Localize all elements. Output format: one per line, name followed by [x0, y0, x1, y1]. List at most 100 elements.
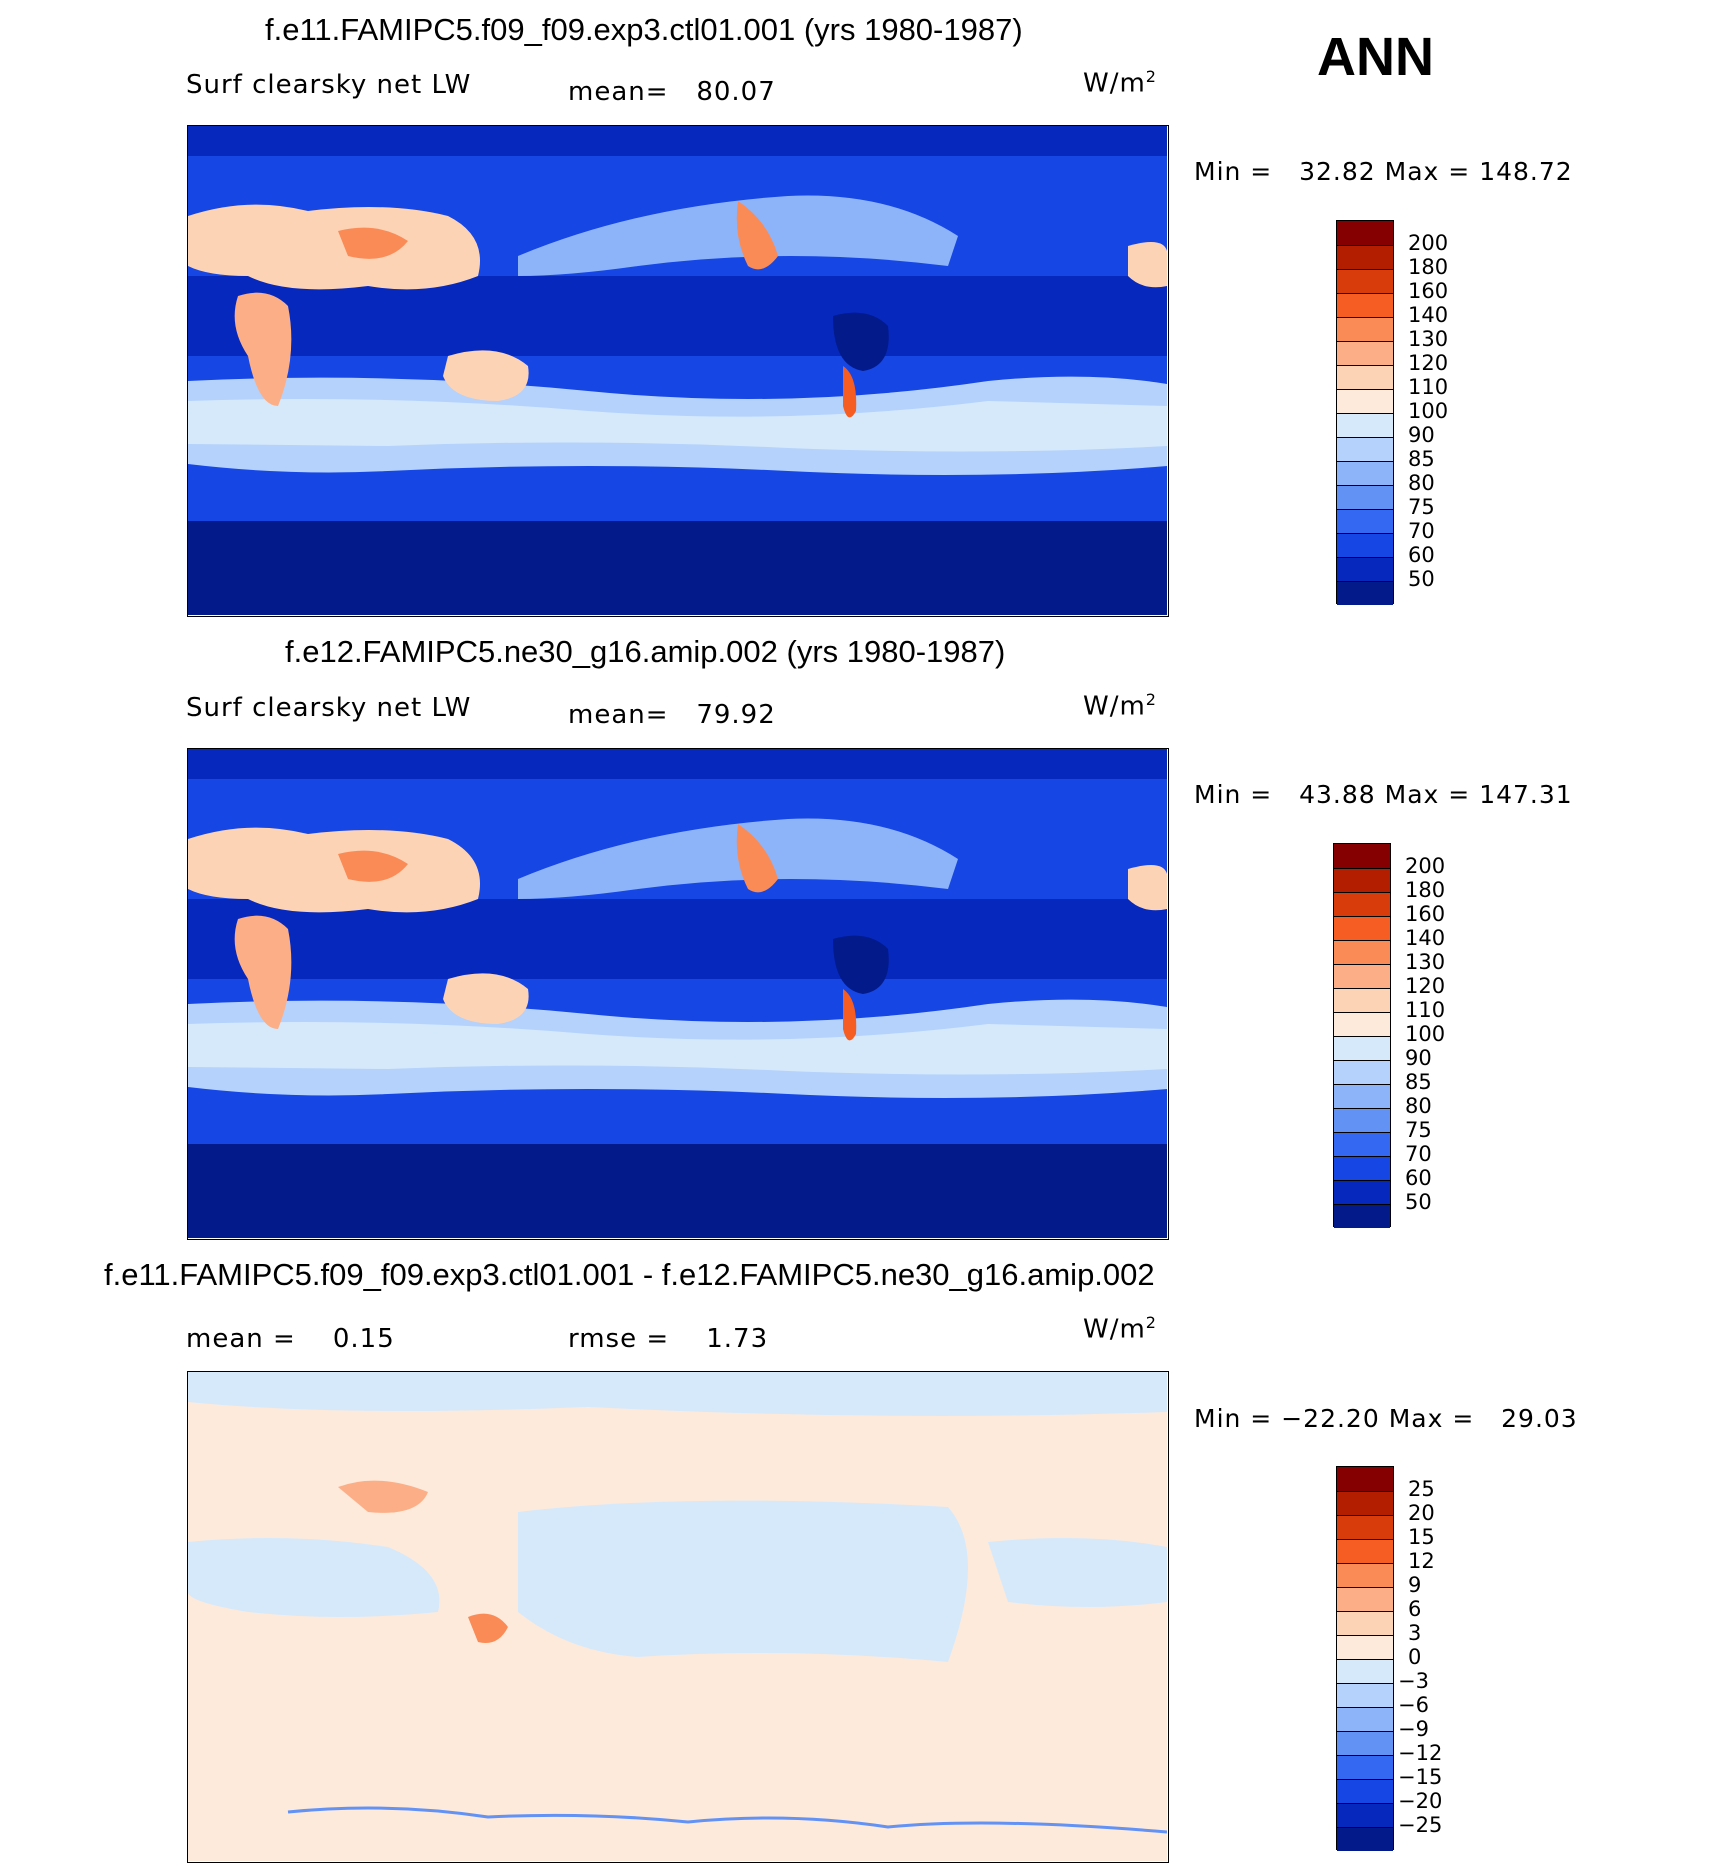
panel1-eurasia-warm: [188, 204, 480, 290]
colorbar-swatch: [1337, 509, 1393, 533]
colorbar-tick-label: 6: [1408, 1597, 1422, 1621]
colorbar-swatch: [1337, 1539, 1393, 1563]
panel3-antarctica: [188, 1772, 1167, 1861]
panel2-southern-ocean-inner: [188, 1021, 1167, 1075]
colorbar-tick-label: 85: [1408, 447, 1435, 471]
colorbar-swatch: [1334, 1012, 1390, 1036]
colorbar-tick-label: 200: [1405, 854, 1446, 878]
colorbar-swatch: [1337, 1635, 1393, 1659]
panel1-amazon-cold: [833, 312, 889, 371]
colorbar-swatch: [1337, 1491, 1393, 1515]
colorbar-tick-label: 90: [1408, 423, 1435, 447]
colorbar-swatch: [1337, 1755, 1393, 1779]
colorbar-tick-label: 160: [1408, 279, 1449, 303]
colorbar-swatch: [1334, 868, 1390, 892]
panel3-minmax: Min = −22.20 Max = 29.03: [1194, 1404, 1578, 1433]
panel3-indian-negative: [188, 1538, 440, 1617]
panel2-antarctica: [188, 1144, 1167, 1238]
panel3-antarctic-streaks: [287, 1806, 1167, 1834]
colorbar-tick-label: 12: [1408, 1549, 1435, 1573]
panel2-mean-value: 79.92: [696, 700, 776, 730]
panel2-north-pacific-band: [518, 818, 958, 899]
colorbar-tick-label: 70: [1408, 519, 1435, 543]
panel1-title: f.e11.FAMIPC5.f09_f09.exp3.ctl01.001 (yr…: [265, 12, 1023, 47]
panel2-max-label: Max =: [1384, 780, 1471, 809]
panel2-map: [187, 748, 1169, 1240]
colorbar-swatch: [1337, 1467, 1393, 1491]
panel2-na-west-hot: [736, 824, 778, 893]
panel1-africa-warm: [234, 292, 292, 406]
colorbar-tick-label: 130: [1405, 950, 1446, 974]
panel2-mean: mean= 79.92: [568, 700, 776, 730]
colorbar-swatch: [1337, 1707, 1393, 1731]
panel1-units-sup: 2: [1145, 67, 1157, 86]
colorbar-tick-label: 60: [1408, 543, 1435, 567]
panel1-australia-warm: [443, 350, 529, 401]
colorbar-tick-label: 85: [1405, 1070, 1432, 1094]
panel2-eurasia-warm: [188, 827, 480, 913]
colorbar-swatch: [1337, 1659, 1393, 1683]
colorbar-swatch: [1337, 341, 1393, 365]
colorbar-swatch: [1337, 1587, 1393, 1611]
colorbar-tick-label: 50: [1408, 567, 1435, 591]
panel3-min-value: −22.20: [1281, 1404, 1380, 1433]
panel1-tibet-hot: [338, 227, 408, 259]
panel1-tropical-band: [188, 276, 1167, 356]
panel2-max-value: 147.31: [1479, 780, 1573, 809]
panel2-andes-hot: [843, 989, 857, 1041]
panel1-units: W/m2: [1083, 67, 1157, 99]
panel3-mean-value: 0.15: [332, 1324, 395, 1354]
panel1-north-pacific-band: [518, 195, 958, 276]
panel3-rmse-value: 1.73: [706, 1324, 769, 1354]
panel3-title: f.e11.FAMIPC5.f09_f09.exp3.ctl01.001 - f…: [104, 1257, 1155, 1292]
colorbar-tick-label: 9: [1408, 1573, 1422, 1597]
panel2-arctic-band: [188, 749, 1167, 779]
colorbar-tick-label: 60: [1405, 1166, 1432, 1190]
panel1-min-value: 32.82: [1299, 157, 1376, 186]
season-label: ANN: [1317, 27, 1434, 87]
colorbar-tick-label: 100: [1405, 1022, 1446, 1046]
colorbar-swatch: [1334, 892, 1390, 916]
panel2-amazon-cold: [833, 935, 889, 994]
colorbar-tick-label: 75: [1408, 495, 1435, 519]
colorbar-tick-label: −25: [1398, 1813, 1443, 1837]
panel2-units-sup: 2: [1145, 690, 1157, 709]
colorbar-swatch: [1334, 964, 1390, 988]
panel1-southern-ocean-inner: [188, 398, 1167, 452]
colorbar-tick-label: 20: [1408, 1501, 1435, 1525]
colorbar-swatch: [1334, 1108, 1390, 1132]
colorbar-tick-label: −15: [1398, 1765, 1443, 1789]
colorbar-tick-label: 140: [1405, 926, 1446, 950]
colorbar-tick-label: 75: [1405, 1118, 1432, 1142]
colorbar-tick-label: 160: [1405, 902, 1446, 926]
panel2-tibet-hot: [338, 850, 408, 882]
panel3-rmse-label: rmse =: [568, 1324, 670, 1354]
panel1-max-value: 148.72: [1479, 157, 1573, 186]
colorbar-swatch: [1334, 1204, 1390, 1228]
colorbar-tick-label: 110: [1408, 375, 1449, 399]
colorbar-tick-label: 80: [1408, 471, 1435, 495]
panel3-max-label: Max =: [1388, 1404, 1475, 1433]
panel3-pacific-negative: [518, 1500, 968, 1662]
panel1-mean-label: mean=: [568, 77, 669, 107]
panel1-map-svg: [188, 126, 1167, 615]
colorbar-swatch: [1337, 1611, 1393, 1635]
colorbar-tick-label: 110: [1405, 998, 1446, 1022]
colorbar-box: [1336, 220, 1394, 605]
colorbar-swatch: [1337, 1683, 1393, 1707]
colorbar-swatch: [1334, 988, 1390, 1012]
colorbar-tick-label: 70: [1405, 1142, 1432, 1166]
colorbar-swatch: [1334, 844, 1390, 868]
colorbar-swatch: [1334, 1084, 1390, 1108]
panel1-map: [187, 125, 1169, 617]
colorbar-swatch: [1337, 1779, 1393, 1803]
colorbar-tick-label: 200: [1408, 231, 1449, 255]
colorbar-swatch: [1334, 1132, 1390, 1156]
colorbar-tick-label: 140: [1408, 303, 1449, 327]
panel2-mean-label: mean=: [568, 700, 669, 730]
panel2-sahara-edge: [1128, 865, 1167, 911]
colorbar-swatch: [1337, 1827, 1393, 1851]
colorbar-tick-label: 100: [1408, 399, 1449, 423]
colorbar-swatch: [1337, 245, 1393, 269]
colorbar-swatch: [1337, 317, 1393, 341]
